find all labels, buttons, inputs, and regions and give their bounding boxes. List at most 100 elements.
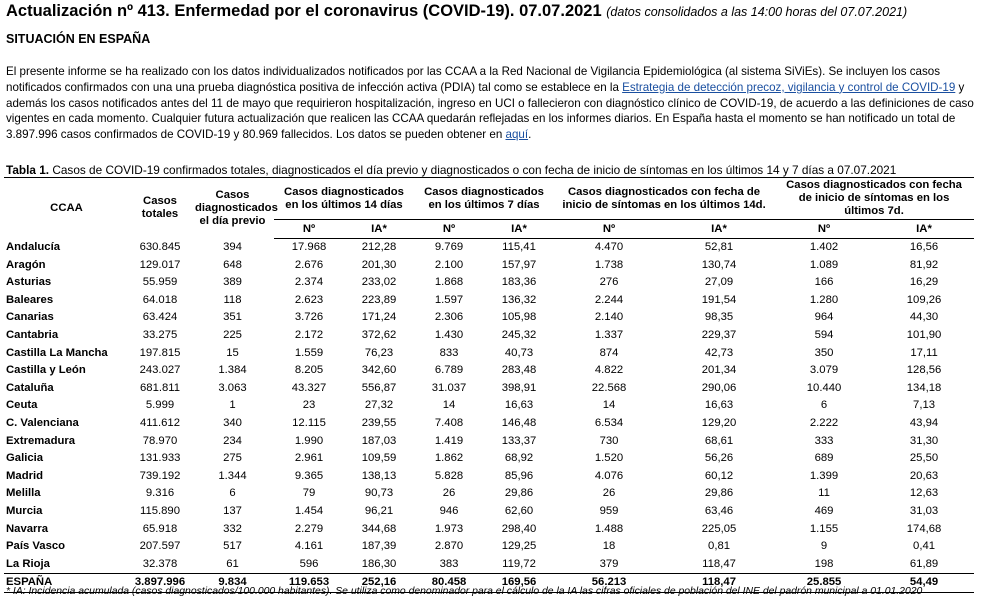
subheader: IA* [484,219,555,239]
cell: 6 [229,487,236,500]
cell: 191,54 [701,293,737,306]
total-cell: 80.458 [414,573,485,593]
region-name: C. Valenciana [6,416,79,429]
total-row: ESPAÑA 3.897.996 9.834 119.653 252,16 80.458 1… [4,573,975,593]
cell: 517 [223,540,242,553]
cell: 689 [814,452,834,465]
cell: 207.597 [139,540,181,553]
cell: 1.454 [294,504,324,517]
cell: 383 [439,557,459,570]
table-caption: Tabla 1. Casos de COVID-19 confirmados t… [6,163,896,177]
table-row: La Rioja 32.378 61 596 186,30 383 119,72 379 118… [4,556,974,574]
cell: 648 [223,258,242,271]
table-row: Aragón 129.017 648 2.676 201,30 2.100 157,97 1.… [4,257,974,275]
text: . [528,128,532,142]
cell: 14 [602,399,616,412]
region-name: Melilla [6,487,41,500]
region-name: Cantabria [6,328,59,341]
table-row: Extremadura 78.970 234 1.990 187,03 1.419 133,… [4,433,974,451]
cell: 379 [599,557,619,570]
cell: 2.870 [434,540,464,553]
cell: 32.378 [142,557,178,570]
region-name: Ceuta [6,399,38,412]
cell: 12.115 [292,416,326,429]
cell: 43.327 [291,381,327,394]
total-cell: 252,16 [344,573,415,593]
cell: 16,63 [504,399,534,412]
cell: 197.815 [139,346,181,359]
cell: 42,73 [704,346,734,359]
cell: 594 [814,328,834,341]
cell: 394 [223,240,242,253]
region-name: Baleares [6,293,54,306]
cell: 129.017 [139,258,181,271]
cell: 68,92 [504,452,534,465]
total-cell: 54,49 [874,573,975,593]
cell: 7,13 [913,399,936,412]
subheader: Nº [554,219,665,239]
cell: 128,56 [906,364,942,377]
cell: 31.037 [431,381,467,394]
cell: 389 [223,276,242,289]
cell: 2.676 [294,258,324,271]
cell: 43,94 [909,416,939,429]
column-header: CCAA [50,201,83,214]
table-row: Ceuta 5.999 1 23 27,32 14 16,63 14 16,63 6 7,13 [4,397,974,415]
cell: 243.027 [139,364,181,377]
cell: 833 [439,346,459,359]
cell: 2.374 [294,276,324,289]
cell: 157,97 [501,258,537,271]
total-cell: 25.855 [774,573,875,593]
table-row: Navarra 65.918 332 2.279 344,68 1.973 298,40 1.… [4,521,974,539]
cell: 130,74 [701,258,737,271]
cell: 290,06 [701,381,737,394]
cell: 22.568 [591,381,627,394]
cell: 187,03 [361,434,397,447]
region-name: La Rioja [6,557,50,570]
cell: 1.430 [434,328,464,341]
cell: 109,26 [906,293,942,306]
cell: 61,89 [909,557,939,570]
total-cell: 119.653 [274,573,344,593]
cell: 115,41 [502,241,536,253]
link[interactable]: aquí [505,128,529,142]
cell: 15 [226,346,239,359]
cell: 76,23 [364,346,394,359]
title-line: Actualización nº 413. Enfermedad por el … [6,2,907,21]
group-header: Casos diagnosticados con fecha de inicio… [554,177,775,220]
cell: 556,87 [361,381,397,394]
cell: 596 [299,557,319,570]
table-row: Galicia 131.933 275 2.961 109,59 1.862 68,92 1.… [4,450,974,468]
link[interactable]: Estrategia de detección precoz, vigilanc… [622,80,956,94]
cell: 2.279 [294,522,324,535]
cell: 7.408 [434,416,464,429]
table-row: Canarias 63.424 351 3.726 171,24 2.306 105,98 2… [4,309,974,327]
column-header: Casos diagnosticados el día previo [195,188,278,227]
cell: 351 [223,311,242,324]
footnote: * IA: Incidencia acumulada (casos diagno… [6,586,923,597]
region-name: Madrid [6,469,44,482]
cell: 134,18 [906,381,942,394]
cell: 201,34 [701,364,737,377]
cell: 63,46 [704,504,734,517]
cell: 17,11 [910,346,938,359]
region-name: Andalucía [6,240,60,253]
cell: 109,59 [361,452,397,465]
cell: 1.384 [218,364,247,377]
cell: 1.402 [809,241,839,253]
cell: 4.076 [594,469,624,482]
cell: 229,37 [701,328,737,341]
table-row: C. Valenciana 411.612 340 12.115 239,55 7.408… [4,415,974,433]
cell: 350 [814,346,834,359]
cell: 16,63 [704,399,734,412]
cell: 1.559 [294,346,324,359]
cell: 78.970 [142,434,178,447]
cell: 81,92 [909,258,939,271]
cell: 234 [223,434,242,447]
cell: 1.990 [294,434,324,447]
text: El presente informe se ha realizado con … [6,65,941,94]
cell: 874 [599,346,619,359]
cell: 118,47 [702,557,736,570]
cell: 27,09 [704,276,734,289]
cell: 16,56 [909,241,939,253]
